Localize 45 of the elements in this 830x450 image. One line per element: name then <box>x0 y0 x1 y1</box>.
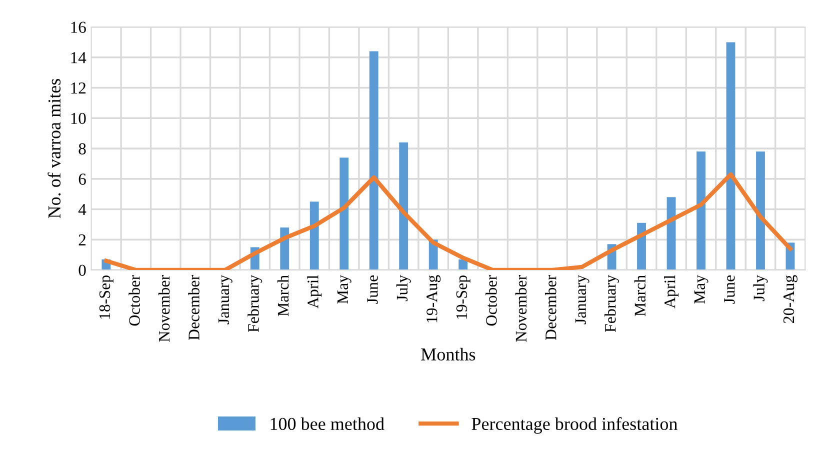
y-tick-label: 6 <box>78 174 86 185</box>
x-tick-label: May <box>337 274 352 304</box>
bar <box>399 142 408 270</box>
bar <box>756 152 765 270</box>
x-tick-label: July <box>396 274 411 302</box>
x-tick-label: 19-Aug <box>426 275 441 322</box>
x-tick-label: April <box>307 275 322 308</box>
x-tick-label: 20-Aug <box>783 275 798 323</box>
bar <box>726 42 736 270</box>
x-tick-label: March <box>634 275 646 316</box>
legend-label: 100 bee method <box>270 417 384 430</box>
y-tick-label: 8 <box>78 143 86 154</box>
x-tick-label: November <box>158 275 170 342</box>
y-tick-label: 4 <box>78 204 86 216</box>
x-tick-label: March <box>277 275 289 316</box>
x-axis-title: Months <box>421 348 476 361</box>
x-tick-label: February <box>604 274 620 332</box>
x-tick-label: 18-Sep <box>99 275 114 319</box>
x-tick-label: May <box>694 274 708 304</box>
x-tick-label: June <box>367 275 378 304</box>
x-tick-label: December <box>188 275 200 340</box>
x-tick-label: July <box>753 274 768 302</box>
legend-label: Percentage brood infestation <box>472 417 678 434</box>
x-tick-label: October <box>486 275 497 326</box>
bar <box>310 202 319 270</box>
x-tick-label: April <box>664 275 679 308</box>
line-series <box>104 172 792 270</box>
x-tick-label: October <box>128 275 140 326</box>
x-tick-label: November <box>515 275 527 342</box>
x-tick-label: January <box>218 274 232 324</box>
bar <box>369 51 378 270</box>
y-axis-title: No. of varroa mites <box>48 78 61 218</box>
bar <box>696 152 706 270</box>
y-tick-label: 16 <box>71 22 86 33</box>
x-tick-label: January <box>575 274 590 324</box>
y-tick-label: 10 <box>71 112 86 124</box>
x-tick-label: June <box>724 275 735 304</box>
y-tick-label: 2 <box>78 234 86 246</box>
y-tick-label: 12 <box>71 82 86 94</box>
x-tick-label: February <box>248 274 262 332</box>
bar <box>340 158 349 270</box>
y-tick-label: 14 <box>71 52 86 64</box>
x-tick-label: December <box>545 275 556 340</box>
x-tick-label: 19-Sep <box>456 275 470 319</box>
y-tick-label: 0 <box>78 264 86 276</box>
